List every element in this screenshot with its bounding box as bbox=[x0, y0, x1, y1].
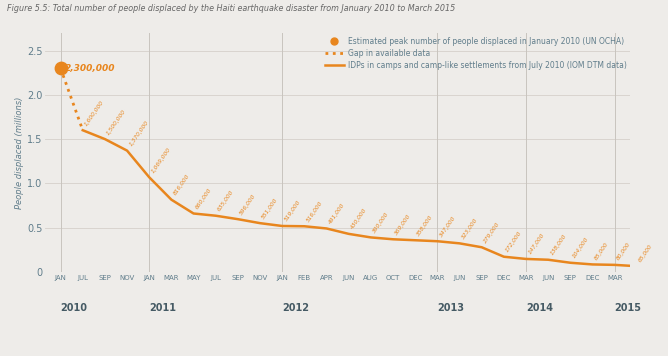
Text: 1,370,000: 1,370,000 bbox=[128, 120, 150, 147]
Text: 2,300,000: 2,300,000 bbox=[65, 64, 116, 73]
Text: 172,000: 172,000 bbox=[505, 230, 523, 253]
Text: 80,000: 80,000 bbox=[616, 242, 632, 261]
Text: 369,000: 369,000 bbox=[394, 213, 412, 236]
Text: 65,000: 65,000 bbox=[638, 243, 654, 263]
Point bbox=[55, 66, 66, 71]
Text: Figure 5.5: Total number of people displaced by the Haiti earthquake disaster fr: Figure 5.5: Total number of people displ… bbox=[7, 4, 455, 12]
Text: 596,000: 596,000 bbox=[239, 193, 257, 216]
Text: 519,000: 519,000 bbox=[283, 200, 301, 222]
Text: 1,069,000: 1,069,000 bbox=[150, 146, 172, 174]
Text: 2010: 2010 bbox=[61, 303, 88, 313]
Text: 1,500,000: 1,500,000 bbox=[106, 108, 128, 136]
Text: 323,000: 323,000 bbox=[461, 217, 479, 240]
Text: 635,000: 635,000 bbox=[217, 189, 235, 212]
Text: 2012: 2012 bbox=[282, 303, 309, 313]
Text: 390,000: 390,000 bbox=[372, 211, 390, 234]
Text: 2014: 2014 bbox=[526, 303, 553, 313]
Text: 104,000: 104,000 bbox=[571, 236, 590, 259]
Text: 660,000: 660,000 bbox=[194, 187, 212, 210]
Text: 516,000: 516,000 bbox=[305, 200, 323, 223]
Text: 816,000: 816,000 bbox=[172, 173, 190, 196]
Text: 2015: 2015 bbox=[615, 303, 642, 313]
Text: 2011: 2011 bbox=[149, 303, 176, 313]
Text: 2013: 2013 bbox=[438, 303, 464, 313]
Text: 358,000: 358,000 bbox=[416, 214, 434, 237]
Legend: Estimated peak number of people displaced in January 2010 (UN OCHA), Gap in avai: Estimated peak number of people displace… bbox=[325, 37, 627, 70]
Text: 347,000: 347,000 bbox=[438, 215, 456, 238]
Text: 491,000: 491,000 bbox=[328, 202, 346, 225]
Text: 1,600,000: 1,600,000 bbox=[84, 99, 105, 127]
Text: 430,000: 430,000 bbox=[350, 208, 368, 230]
Text: 147,000: 147,000 bbox=[527, 232, 545, 255]
Text: 138,000: 138,000 bbox=[549, 234, 567, 256]
Text: 551,000: 551,000 bbox=[261, 197, 279, 220]
Text: 85,000: 85,000 bbox=[594, 241, 610, 261]
Text: 279,000: 279,000 bbox=[483, 221, 501, 244]
Y-axis label: People displaced (millions): People displaced (millions) bbox=[15, 96, 24, 209]
